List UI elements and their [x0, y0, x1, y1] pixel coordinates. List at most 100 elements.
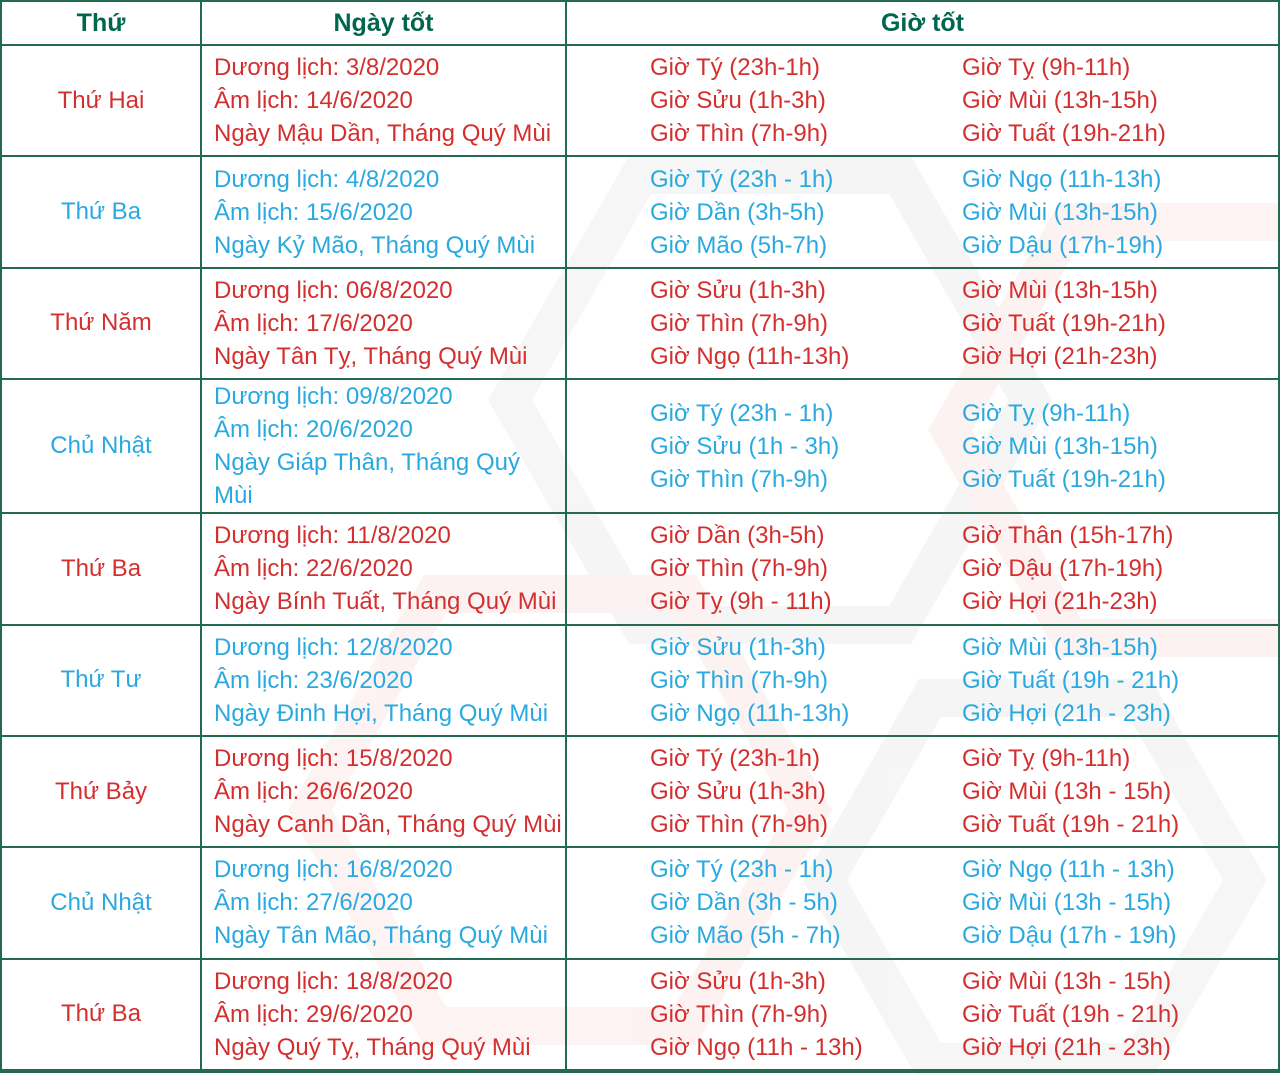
hours-column-left: Giờ Dần (3h-5h) Giờ Thìn (7h-9h) Giờ Tỵ (9…: [567, 514, 962, 623]
table-row: Thứ Hai Dương lịch: 3/8/2020 Âm lịch: 14/6…: [2, 44, 1278, 156]
hours-column-right: Giờ Mùi (13h - 15h) Giờ Tuất (19h - 21h) G…: [962, 960, 1278, 1069]
hour-item: Giờ Tỵ (9h-11h): [962, 745, 1131, 773]
hour-item: Giờ Tý (23h - 1h): [650, 856, 834, 884]
hour-item: Giờ Tý (23h - 1h): [650, 399, 834, 427]
hours-column-right: Giờ Mùi (13h-15h) Giờ Tuất (19h - 21h) Giờ…: [962, 626, 1278, 735]
good-date-cell: Dương lịch: 12/8/2020 Âm lịch: 23/6/2020 N…: [200, 625, 565, 735]
hour-item: Giờ Mùi (13h-15h): [962, 633, 1158, 661]
hour-item: Giờ Mùi (13h - 15h): [962, 778, 1172, 806]
hour-item: Giờ Thìn (7h-9h): [650, 1000, 829, 1028]
header-cell-date: Ngày tốt: [200, 2, 565, 44]
good-hours-cell: Giờ Tý (23h-1h) Giờ Sửu (1h-3h) Giờ Thìn (…: [565, 736, 1278, 847]
hour-item: Giờ Tỵ (9h-11h): [962, 54, 1131, 82]
hour-item: Giờ Tỵ (9h-11h): [962, 399, 1131, 427]
date-line: Âm lịch: 29/6/2020: [214, 1000, 413, 1028]
header-cell-hours: Giờ tốt: [565, 2, 1278, 44]
day-of-week-cell: Thứ Hai: [57, 86, 145, 114]
hour-item: Giờ Mùi (13h - 15h): [962, 889, 1172, 917]
hours-column-left: Giờ Tý (23h - 1h) Giờ Sửu (1h - 3h) Giờ Th…: [567, 380, 962, 512]
date-line: Ngày Giáp Thân, Tháng Quý Mùi: [214, 449, 520, 510]
table-row: Thứ Năm Dương lịch: 06/8/2020 Âm lịch: 17/…: [2, 266, 1278, 379]
hour-item: Giờ Tuất (19h - 21h): [962, 811, 1180, 839]
hour-item: Giờ Tý (23h-1h): [650, 54, 821, 82]
date-line: Âm lịch: 15/6/2020: [214, 198, 413, 226]
good-date-cell: Dương lịch: 15/8/2020 Âm lịch: 26/6/2020 N…: [200, 736, 565, 847]
hour-item: Giờ Hợi (21h - 23h): [962, 1033, 1171, 1061]
date-line: Âm lịch: 14/6/2020: [214, 87, 413, 115]
date-line: Ngày Đinh Hợi, Tháng Quý Mùi: [214, 699, 549, 727]
date-line: Âm lịch: 22/6/2020: [214, 555, 413, 583]
date-line: Dương lịch: 3/8/2020: [214, 54, 440, 82]
date-line: Ngày Mậu Dần, Tháng Quý Mùi: [214, 120, 552, 148]
hours-column-right: Giờ Mùi (13h-15h) Giờ Tuất (19h-21h) Giờ H…: [962, 269, 1278, 378]
hour-item: Giờ Thân (15h-17h): [962, 522, 1174, 550]
hour-item: Giờ Thìn (7h-9h): [650, 555, 829, 583]
table-row: Thứ Tư Dương lịch: 12/8/2020 Âm lịch: 23/6…: [2, 623, 1278, 735]
hours-column-right: Giờ Ngọ (11h - 13h) Giờ Mùi (13h - 15h) Gi…: [962, 848, 1278, 957]
hour-item: Giờ Hợi (21h-23h): [962, 588, 1158, 616]
hour-item: Giờ Tý (23h - 1h): [650, 165, 834, 193]
day-of-week-cell: Thứ Ba: [60, 1000, 142, 1028]
date-line: Ngày Tân Tỵ, Tháng Quý Mùi: [214, 342, 528, 370]
good-date-cell: Dương lịch: 06/8/2020 Âm lịch: 17/6/2020 N…: [200, 268, 565, 379]
day-of-week-cell: Chủ Nhật: [50, 888, 152, 916]
table-row: Thứ Ba Dương lịch: 4/8/2020 Âm lịch: 15/6/…: [2, 155, 1278, 267]
hour-item: Giờ Mùi (13h-15h): [962, 276, 1158, 304]
good-date-cell: Dương lịch: 11/8/2020 Âm lịch: 22/6/2020 N…: [200, 514, 565, 624]
table-row: Thứ Ba Dương lịch: 18/8/2020 Âm lịch: 29/6…: [2, 957, 1278, 1069]
date-line: Ngày Quý Tỵ, Tháng Quý Mùi: [214, 1033, 531, 1061]
hour-item: Giờ Thìn (7h-9h): [650, 120, 829, 148]
good-date-cell: Dương lịch: 16/8/2020 Âm lịch: 27/6/2020 N…: [200, 848, 565, 958]
hour-item: Giờ Hợi (21h - 23h): [962, 699, 1171, 727]
hour-item: Giờ Ngọ (11h-13h): [650, 342, 850, 370]
date-line: Dương lịch: 06/8/2020: [214, 276, 453, 304]
hours-column-left: Giờ Tý (23h - 1h) Giờ Dần (3h-5h) Giờ Mão …: [567, 157, 962, 266]
hour-item: Giờ Dần (3h-5h): [650, 198, 825, 226]
hour-item: Giờ Sửu (1h-3h): [650, 778, 826, 806]
good-date-cell: Dương lịch: 09/8/2020 Âm lịch: 20/6/2020 N…: [200, 380, 565, 513]
good-hours-cell: Giờ Tý (23h-1h) Giờ Sửu (1h-3h) Giờ Thìn (…: [565, 46, 1278, 156]
hour-item: Giờ Dậu (17h-19h): [962, 231, 1164, 259]
hour-item: Giờ Ngọ (11h-13h): [650, 699, 850, 727]
hour-item: Giờ Tuất (19h-21h): [962, 465, 1166, 493]
hours-column-left: Giờ Sửu (1h-3h) Giờ Thìn (7h-9h) Giờ Ngọ (…: [567, 626, 962, 735]
hours-column-left: Giờ Sửu (1h-3h) Giờ Thìn (7h-9h) Giờ Ngọ (…: [567, 269, 962, 378]
hours-column-right: Giờ Tỵ (9h-11h) Giờ Mùi (13h - 15h) Giờ Tu…: [962, 737, 1278, 846]
date-line: Dương lịch: 12/8/2020: [214, 633, 453, 661]
table-header-row: Thứ Ngày tốt Giờ tốt: [2, 2, 1278, 44]
hour-item: Giờ Mùi (13h-15h): [962, 87, 1158, 115]
hour-item: Giờ Tỵ (9h - 11h): [650, 588, 832, 616]
hour-item: Giờ Tuất (19h - 21h): [962, 1000, 1180, 1028]
hour-item: Giờ Thìn (7h-9h): [650, 811, 829, 839]
table-row: Thứ Bảy Dương lịch: 15/8/2020 Âm lịch: 26/…: [2, 734, 1278, 847]
hour-item: Giờ Thìn (7h-9h): [650, 666, 829, 694]
header-cell-day: Thứ: [76, 8, 126, 37]
date-line: Dương lịch: 18/8/2020: [214, 967, 453, 995]
date-line: Dương lịch: 15/8/2020: [214, 745, 453, 773]
table-row: Chủ Nhật Dương lịch: 09/8/2020 Âm lịch: 20…: [2, 378, 1278, 513]
hours-column-right: Giờ Tỵ (9h-11h) Giờ Mùi (13h-15h) Giờ Tuất…: [962, 380, 1278, 512]
date-line: Âm lịch: 23/6/2020: [214, 666, 413, 694]
good-hours-cell: Giờ Sửu (1h-3h) Giờ Thìn (7h-9h) Giờ Ngọ (…: [565, 625, 1278, 735]
hour-item: Giờ Tuất (19h-21h): [962, 120, 1166, 148]
hour-item: Giờ Thìn (7h-9h): [650, 465, 829, 493]
hour-item: Giờ Sửu (1h-3h): [650, 87, 826, 115]
hour-item: Giờ Sửu (1h - 3h): [650, 432, 840, 460]
good-date-cell: Dương lịch: 4/8/2020 Âm lịch: 15/6/2020 Ng…: [200, 157, 565, 267]
hours-column-left: Giờ Sửu (1h-3h) Giờ Thìn (7h-9h) Giờ Ngọ (…: [567, 960, 962, 1069]
good-hours-cell: Giờ Tý (23h - 1h) Giờ Dần (3h - 5h) Giờ Mã…: [565, 848, 1278, 958]
hours-column-right: Giờ Tỵ (9h-11h) Giờ Mùi (13h-15h) Giờ Tuất…: [962, 46, 1278, 155]
hour-item: Giờ Dậu (17h - 19h): [962, 922, 1177, 950]
good-date-cell: Dương lịch: 3/8/2020 Âm lịch: 14/6/2020 Ng…: [200, 46, 565, 156]
hour-item: Giờ Sửu (1h-3h): [650, 633, 826, 661]
good-hours-cell: Giờ Dần (3h-5h) Giờ Thìn (7h-9h) Giờ Tỵ (9…: [565, 514, 1278, 624]
hour-item: Giờ Mão (5h - 7h): [650, 922, 841, 950]
date-line: Dương lịch: 16/8/2020: [214, 856, 453, 884]
day-of-week-cell: Thứ Ba: [60, 198, 142, 226]
table-row: Thứ Ba Dương lịch: 11/8/2020 Âm lịch: 22/6…: [2, 512, 1278, 624]
hour-item: Giờ Tý (23h-1h): [650, 745, 821, 773]
day-of-week-cell: Thứ Ba: [60, 554, 142, 582]
hour-item: Giờ Thìn (7h-9h): [650, 309, 829, 337]
hours-column-left: Giờ Tý (23h-1h) Giờ Sửu (1h-3h) Giờ Thìn (…: [567, 46, 962, 155]
date-line: Dương lịch: 09/8/2020: [214, 383, 453, 411]
